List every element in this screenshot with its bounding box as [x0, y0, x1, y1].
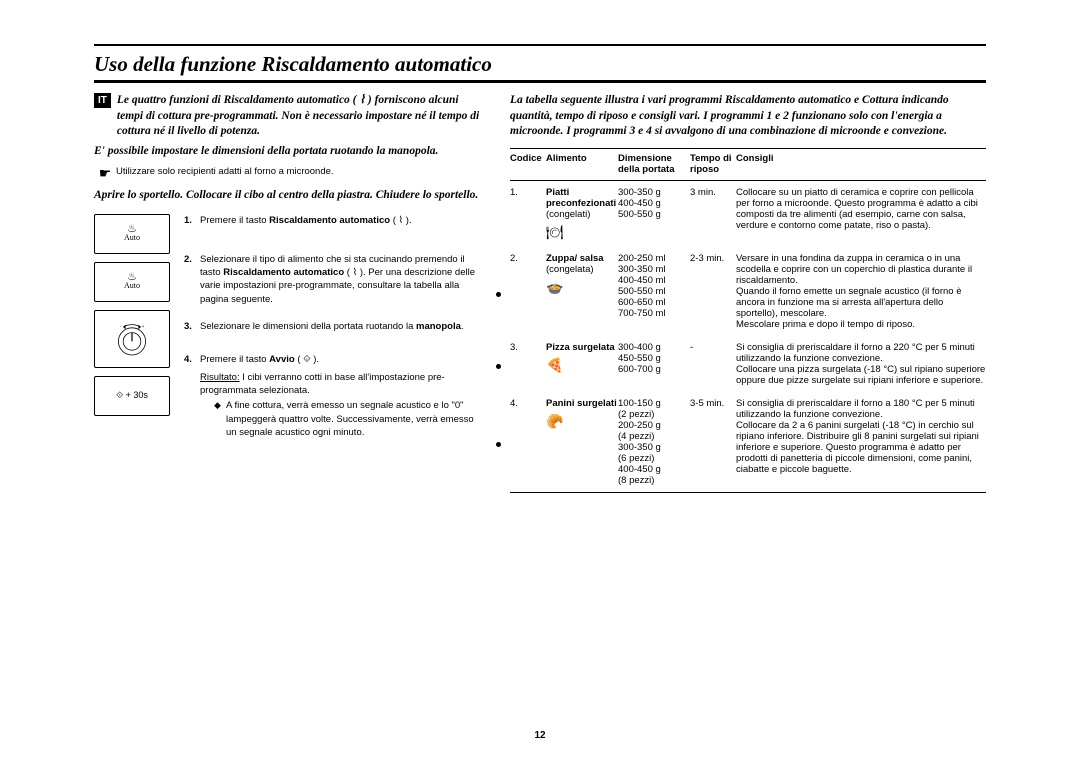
hand-icon: ☛ — [94, 165, 116, 182]
result-label: Risultato: — [200, 372, 240, 383]
result-sub-text: A fine cottura, verrà emesso un segnale … — [226, 399, 486, 439]
th-size: Dimensione della portata — [618, 153, 690, 177]
row-separator-bullet — [496, 292, 501, 297]
td-tip: Versare in una fondina da zuppa in ceram… — [736, 253, 986, 330]
step-item: 4. Premere il tasto Avvio ( ⟐ ). — [184, 353, 486, 366]
dial-icon: - + — [112, 319, 152, 359]
left-column: IT Le quattro funzioni di Riscaldamento … — [94, 93, 486, 493]
auto-heat-icon-box-1: ♨Auto — [94, 214, 170, 254]
td-tip: Si consiglia di preriscaldare il forno a… — [736, 398, 986, 486]
title-underline — [94, 80, 986, 83]
step-item: 2. Selezionare il tipo di alimento che s… — [184, 253, 486, 306]
table-row: 4.Panini surgelati🥐100-150 g(2 pezzi)200… — [510, 392, 986, 492]
table-row: 1.Piatti preconfezionati(congelati)🍽300-… — [510, 181, 986, 247]
row-separator-bullet — [496, 364, 501, 369]
food-icon: 🍕 — [546, 357, 618, 374]
td-code: 1. — [510, 187, 546, 241]
step-text: Premere il tasto Riscaldamento automatic… — [200, 214, 486, 227]
td-food: Piatti preconfezionati(congelati)🍽 — [546, 187, 618, 241]
note-row: ☛ Utilizzare solo recipienti adatti al f… — [94, 165, 486, 182]
td-time: 2-3 min. — [690, 253, 736, 330]
auto-heat-icon-box-2: ♨Auto — [94, 262, 170, 302]
note-text: Utilizzare solo recipienti adatti al for… — [116, 165, 486, 178]
td-time: 3-5 min. — [690, 398, 736, 486]
td-food: Panini surgelati🥐 — [546, 398, 618, 486]
arrow-icon: ◆ — [214, 399, 226, 439]
th-time: Tempo di riposo — [690, 153, 736, 177]
td-code: 3. — [510, 342, 546, 386]
td-food: Pizza surgelata🍕 — [546, 342, 618, 386]
intro-text: Le quattro funzioni di Riscaldamento aut… — [117, 93, 486, 140]
auto-heat-icon: ♨Auto — [124, 226, 140, 242]
food-icon: 🍲 — [546, 279, 618, 296]
table-header: Codice Alimento Dimensione della portata… — [510, 149, 986, 182]
start-icon: ⟐ + 30s — [116, 390, 148, 401]
td-tip: Collocare su un piatto di ceramica e cop… — [736, 187, 986, 241]
food-icon: 🍽 — [546, 224, 618, 241]
start-icon-box: ⟐ + 30s — [94, 376, 170, 416]
steps-list: 1. Premere il tasto Riscaldamento automa… — [184, 214, 486, 440]
program-table: Codice Alimento Dimensione della portata… — [510, 148, 986, 494]
td-code: 2. — [510, 253, 546, 330]
th-food: Alimento — [546, 153, 618, 177]
intro-text-2: E' possibile impostare le dimensioni del… — [94, 144, 486, 160]
svg-text:-: - — [120, 324, 122, 329]
th-tip: Consigli — [736, 153, 986, 177]
sub-intro: Aprire lo sportello. Collocare il cibo a… — [94, 188, 486, 204]
top-rule — [94, 44, 986, 46]
step-text: Selezionare il tipo di alimento che si s… — [200, 253, 486, 306]
page-title: Uso della funzione Riscaldamento automat… — [94, 52, 986, 77]
step-num: 1. — [184, 214, 200, 227]
td-size: 100-150 g(2 pezzi)200-250 g(4 pezzi)300-… — [618, 398, 690, 486]
food-icon: 🥐 — [546, 413, 618, 430]
td-size: 300-350 g400-450 g500-550 g — [618, 187, 690, 241]
table-row: 3.Pizza surgelata🍕300-400 g450-550 g600-… — [510, 336, 986, 392]
step-text: Selezionare le dimensioni della portata … — [200, 320, 486, 333]
content-columns: IT Le quattro funzioni di Riscaldamento … — [94, 93, 986, 493]
td-food: Zuppa/ salsa(congelata)🍲 — [546, 253, 618, 330]
td-tip: Si consiglia di preriscaldare il forno a… — [736, 342, 986, 386]
td-size: 200-250 ml300-350 ml400-450 ml500-550 ml… — [618, 253, 690, 330]
svg-text:+: + — [142, 324, 145, 329]
steps-area: ♨Auto ♨Auto - — [94, 214, 486, 440]
lang-badge: IT — [94, 93, 111, 108]
step-num: 3. — [184, 320, 200, 333]
step-text: Premere il tasto Avvio ( ⟐ ). — [200, 353, 486, 366]
table-row: 2.Zuppa/ salsa(congelata)🍲200-250 ml300-… — [510, 247, 986, 336]
step-item: 3. Selezionare le dimensioni della porta… — [184, 320, 486, 333]
icon-column: ♨Auto ♨Auto - — [94, 214, 170, 440]
step-item: 1. Premere il tasto Riscaldamento automa… — [184, 214, 486, 227]
right-column: La tabella seguente illustra i vari prog… — [510, 93, 986, 493]
step-num: 2. — [184, 253, 200, 306]
td-size: 300-400 g450-550 g600-700 g — [618, 342, 690, 386]
page-number: 12 — [534, 730, 545, 741]
td-time: 3 min. — [690, 187, 736, 241]
table-body: 1.Piatti preconfezionati(congelati)🍽300-… — [510, 181, 986, 492]
td-code: 4. — [510, 398, 546, 486]
dial-icon-box: - + — [94, 310, 170, 368]
result-block: Risultato: I cibi verranno cotti in base… — [184, 371, 486, 439]
row-separator-bullet — [496, 442, 501, 447]
intro-row: IT Le quattro funzioni di Riscaldamento … — [94, 93, 486, 140]
td-time: - — [690, 342, 736, 386]
step-num: 4. — [184, 353, 200, 366]
right-intro: La tabella seguente illustra i vari prog… — [510, 93, 986, 140]
th-code: Codice — [510, 153, 546, 177]
auto-heat-icon: ♨Auto — [124, 274, 140, 290]
